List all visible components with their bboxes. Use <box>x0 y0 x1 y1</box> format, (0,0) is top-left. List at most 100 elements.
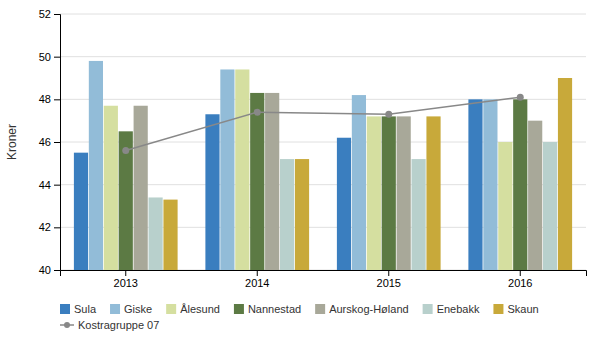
legend-label: Sula <box>74 303 97 315</box>
bar <box>295 159 309 270</box>
bar <box>74 153 88 270</box>
y-tick-label: 50 <box>39 51 51 63</box>
legend-swatch <box>493 304 503 314</box>
line-marker <box>122 147 129 154</box>
legend-swatch <box>315 304 325 314</box>
bar-series <box>149 142 558 270</box>
legend: Sula Giske Ålesund Nannestad Aurskog-Høland E… <box>60 303 539 331</box>
x-tick: 2015 <box>377 270 401 289</box>
x-tick-label: 2013 <box>114 277 138 289</box>
line <box>126 97 521 150</box>
y-axis: 40 42 44 46 48 50 52 <box>39 8 61 276</box>
x-tick-label: 2016 <box>508 277 532 289</box>
y-tick-mark <box>54 185 60 186</box>
legend-label: Aurskog-Høland <box>329 303 408 315</box>
bar <box>104 106 118 270</box>
bar-series <box>163 78 572 270</box>
x-tick-mark <box>257 270 258 276</box>
bar-series <box>134 93 543 270</box>
legend-item: Aurskog-Høland <box>315 303 408 315</box>
bar <box>119 131 133 270</box>
legend-item: Sula <box>60 303 97 315</box>
bar <box>220 69 234 270</box>
bar <box>382 116 396 270</box>
y-tick: 44 <box>39 179 60 191</box>
legend-label: Kostragruppe 07 <box>78 319 159 331</box>
y-tick: 40 <box>39 264 60 276</box>
y-tick-mark <box>54 227 60 228</box>
y-tick: 50 <box>39 51 60 63</box>
y-tick-label: 40 <box>39 264 51 276</box>
legend-item: Ålesund <box>166 303 220 315</box>
legend-label: Ålesund <box>180 303 220 315</box>
bar <box>352 95 366 270</box>
y-tick: 48 <box>39 93 60 105</box>
legend-item: Giske <box>110 303 152 315</box>
plot: 2013 2014 2015 2016 40 42 44 46 48 50 52 Kroner <box>5 8 587 338</box>
x-tick-mark <box>125 270 126 276</box>
marks <box>74 61 572 270</box>
legend-swatch <box>110 304 120 314</box>
bar <box>528 121 542 270</box>
grid-line <box>60 14 586 15</box>
bar <box>558 78 572 270</box>
legend-label: Skaun <box>507 303 538 315</box>
x-tick: 2013 <box>114 270 138 289</box>
x-tick-label: 2015 <box>377 277 401 289</box>
x-tick: 2014 <box>245 270 269 289</box>
bar <box>412 159 426 270</box>
bar <box>89 61 103 270</box>
bar <box>513 99 527 270</box>
legend-item: Nannestad <box>234 303 301 315</box>
bar <box>280 159 294 270</box>
legend-label: Enebakk <box>437 303 480 315</box>
legend-swatch-marker <box>64 322 70 328</box>
legend-swatch <box>60 304 70 314</box>
legend-item: Kostragruppe 07 <box>60 319 159 331</box>
x-axis-line <box>61 271 587 277</box>
y-tick-mark <box>54 270 60 271</box>
y-tick-label: 48 <box>39 93 51 105</box>
y-axis-line <box>54 15 61 271</box>
legend-item: Enebakk <box>423 303 480 315</box>
bar <box>498 142 512 270</box>
legend-swatch <box>234 304 244 314</box>
legend-swatch <box>423 304 433 314</box>
x-tick-mark <box>388 270 389 276</box>
x-tick: 2016 <box>508 270 532 289</box>
bar <box>205 114 219 270</box>
bar <box>397 116 411 270</box>
bar <box>250 93 264 270</box>
legend-item: Skaun <box>493 303 538 315</box>
bar <box>337 138 351 270</box>
bar <box>265 93 279 270</box>
y-tick: 42 <box>39 221 60 233</box>
y-tick-label: 46 <box>39 136 51 148</box>
y-tick-label: 52 <box>39 8 51 20</box>
legend-label: Nannestad <box>248 303 301 315</box>
bar-series <box>119 93 528 270</box>
line-marker <box>517 94 524 101</box>
bar <box>468 99 482 270</box>
bar <box>543 142 557 270</box>
chart: Sula Giske Ålesund Nannestad Aurskog-Høland E… <box>0 0 600 338</box>
bar <box>426 116 440 270</box>
y-tick-label: 42 <box>39 221 51 233</box>
bar-series <box>104 69 513 270</box>
y-tick: 46 <box>39 136 60 148</box>
x-axis: 2013 2014 2015 2016 <box>61 270 587 289</box>
y-tick-mark <box>54 57 60 58</box>
y-tick-label: 44 <box>39 179 51 191</box>
grid-line <box>60 56 586 57</box>
bar <box>367 116 381 270</box>
bar-series <box>89 61 498 270</box>
y-tick: 52 <box>39 8 60 20</box>
bar <box>149 197 163 270</box>
bar <box>134 106 148 270</box>
y-tick-mark <box>54 142 60 143</box>
x-tick-mark <box>520 270 521 276</box>
legend-label: Giske <box>124 303 152 315</box>
y-axis-title: Kroner <box>5 124 19 160</box>
bar <box>483 99 497 270</box>
y-tick-mark <box>54 99 60 100</box>
